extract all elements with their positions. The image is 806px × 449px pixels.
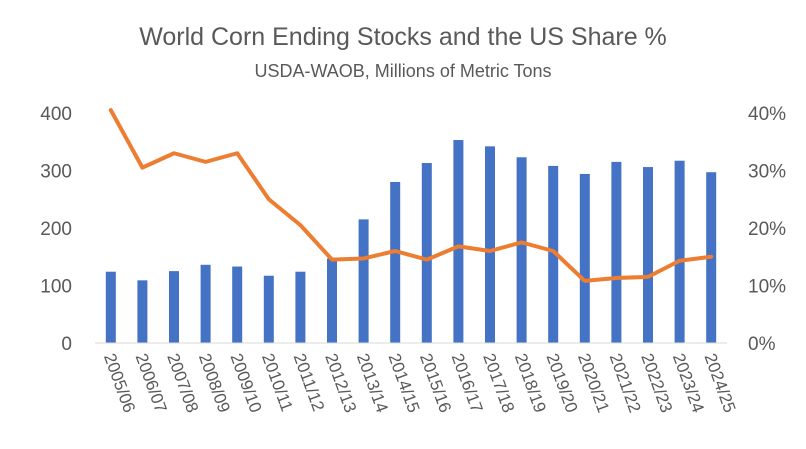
chart-subtitle: USDA-WAOB, Millions of Metric Tons [254, 61, 551, 81]
bar-5 [263, 275, 274, 343]
right-tick-label: 0% [748, 334, 776, 355]
right-axis: 0% 10% 20% 30% 40% [748, 104, 786, 355]
bar-6 [295, 271, 306, 343]
left-tick-label: 200 [40, 219, 72, 240]
bar-4 [232, 266, 243, 343]
bar-9 [390, 182, 401, 343]
right-tick-label: 10% [748, 277, 786, 298]
bar-10 [421, 163, 432, 343]
bar-18 [674, 160, 685, 343]
bar-13 [516, 157, 527, 343]
bar-7 [327, 258, 337, 343]
right-tick-label: 20% [748, 219, 786, 240]
bar-11 [453, 140, 464, 343]
x-axis: 2005/062006/072007/082008/092009/102010/… [100, 351, 739, 415]
left-axis: 0 100 200 300 400 [40, 104, 72, 355]
right-tick-label: 40% [748, 104, 786, 125]
bar-1 [137, 280, 148, 343]
left-tick-label: 100 [40, 277, 72, 298]
right-tick-label: 30% [748, 162, 786, 183]
left-tick-label: 400 [40, 104, 72, 125]
us-share-line [108, 108, 714, 283]
left-tick-label: 0 [61, 334, 72, 355]
bar-14 [548, 165, 559, 343]
bar-2 [169, 271, 179, 343]
bar-12 [485, 146, 495, 343]
bar-16 [611, 161, 622, 343]
bar-17 [643, 167, 653, 343]
bar-0 [105, 271, 116, 343]
bar-series [105, 140, 717, 343]
bar-3 [200, 264, 211, 343]
left-tick-label: 300 [40, 162, 72, 183]
chart-title: World Corn Ending Stocks and the US Shar… [139, 23, 667, 51]
bar-15 [579, 173, 590, 343]
bar-8 [358, 219, 369, 343]
